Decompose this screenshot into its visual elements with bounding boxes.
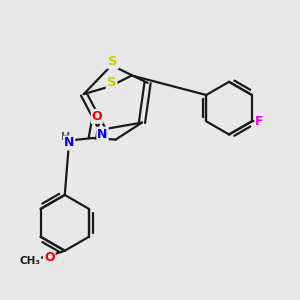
Text: N: N [97, 128, 108, 141]
Text: CH₃: CH₃ [19, 256, 40, 266]
Text: S: S [107, 76, 116, 89]
Text: O: O [44, 251, 55, 264]
Text: H: H [61, 132, 70, 142]
Text: O: O [92, 110, 102, 123]
Text: F: F [255, 115, 264, 128]
Text: N: N [64, 136, 74, 149]
Text: S: S [108, 55, 118, 68]
